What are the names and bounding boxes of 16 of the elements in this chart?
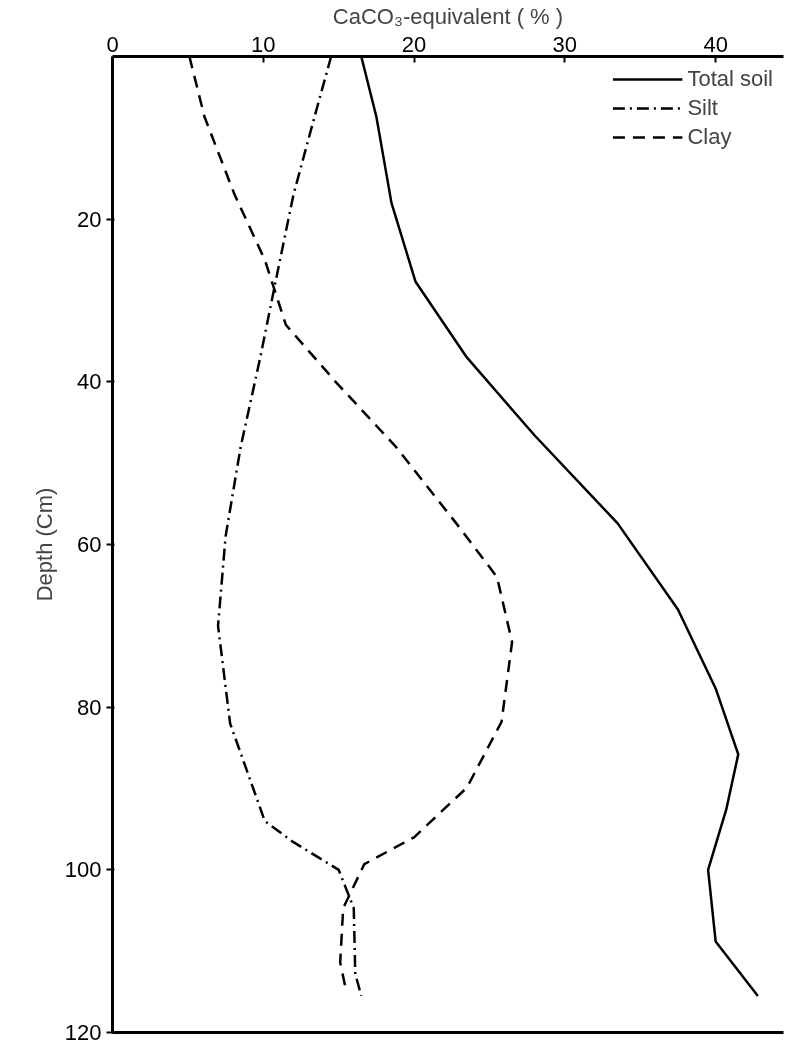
x-tick-label: 30 — [552, 31, 578, 57]
y-axis-title: Depth (Cm) — [31, 487, 57, 602]
y-tick-label: 20 — [77, 206, 102, 232]
y-tick-label: 100 — [64, 857, 102, 883]
y-tick-label: 60 — [77, 532, 102, 557]
x-axis-title: CaCO₃-equivalent ( % ) — [332, 3, 564, 29]
x-tick-label: 40 — [703, 31, 728, 57]
y-tick-label: 120 — [64, 1020, 102, 1040]
legend-label: Total soil — [687, 66, 773, 92]
legend-label: Silt — [687, 95, 718, 121]
y-tick-label: 40 — [77, 369, 102, 395]
legend-label: Clay — [687, 124, 732, 150]
x-tick-label: 0 — [106, 31, 119, 57]
x-tick-label: 20 — [401, 31, 427, 57]
x-tick-label: 10 — [251, 31, 276, 57]
y-tick-label: 80 — [77, 694, 102, 720]
